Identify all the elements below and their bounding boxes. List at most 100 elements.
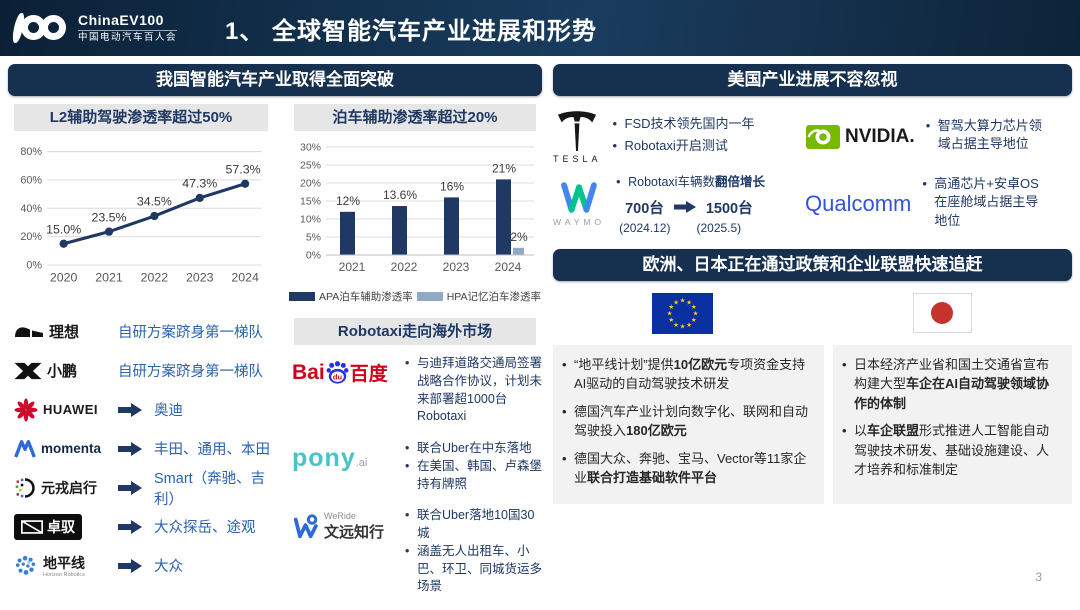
company-desc: 自研方案跻身第一梯队 bbox=[118, 325, 263, 342]
svg-text:2020: 2020 bbox=[50, 270, 78, 284]
svg-text:57.3%: 57.3% bbox=[226, 162, 261, 176]
company-desc: 奥迪 bbox=[154, 403, 183, 420]
arrow-right-icon bbox=[673, 201, 696, 214]
svg-text:2021: 2021 bbox=[339, 260, 366, 274]
weride-wordmark-cn: 文远知行 bbox=[324, 524, 385, 542]
eu-info-box: “地平线计划”提供10亿欧元专项资金支持AI驱动的自动驾驶技术研发 德国汽车产业… bbox=[553, 344, 824, 504]
tesla-wordmark: TESLA bbox=[553, 154, 602, 164]
svg-text:23.5%: 23.5% bbox=[92, 210, 127, 224]
company-desc: Smart（奔驰、吉利） bbox=[154, 470, 266, 508]
svg-text:10%: 10% bbox=[300, 214, 321, 226]
weride-bullet: 涵盖无人出租车、小巴、环卫、同城货运多场景 bbox=[404, 543, 542, 596]
svg-text:★: ★ bbox=[693, 310, 699, 317]
legend-label-hpa: HPA记忆泊车渗透率 bbox=[446, 291, 542, 303]
svg-text:13.6%: 13.6% bbox=[383, 188, 417, 202]
huawei-wordmark: HUAWEI bbox=[43, 402, 98, 418]
svg-text:★: ★ bbox=[669, 317, 675, 324]
svg-text:12%: 12% bbox=[336, 194, 360, 208]
svg-text:15%: 15% bbox=[300, 196, 321, 208]
svg-text:25%: 25% bbox=[300, 160, 321, 172]
svg-text:★: ★ bbox=[686, 322, 692, 329]
company-desc: 大众探岳、途观 bbox=[154, 520, 256, 537]
svg-text:30%: 30% bbox=[300, 142, 321, 154]
japan-info-box: 日本经济产业省和国土交通省宣布构建大型车企在AI自动驾驶领域协作的体制 以车企联… bbox=[833, 344, 1072, 504]
svg-text:★: ★ bbox=[691, 317, 697, 324]
waymo-from-count: 700台 bbox=[625, 200, 664, 217]
baidu-bullet: 与迪拜道路交通局签署战略合作协议，计划未来部署超1000台Robotaxi bbox=[404, 355, 542, 426]
svg-text:★: ★ bbox=[673, 322, 679, 329]
tesla-cell: TESLA FSD技术领先国内一年 Robotaxi开启测试 bbox=[553, 110, 805, 164]
weride-w-icon bbox=[293, 514, 318, 538]
svg-text:20%: 20% bbox=[300, 178, 321, 190]
svg-text:2022: 2022 bbox=[391, 260, 418, 274]
svg-text:★: ★ bbox=[691, 304, 697, 311]
horizon-wordmark-en: Horizon Robotics bbox=[43, 571, 85, 578]
eu-bullet: “地平线计划”提供10亿欧元专项资金支持AI驱动的自动驾驶技术研发 bbox=[561, 355, 812, 394]
svg-text:★: ★ bbox=[667, 310, 673, 317]
svg-text:★: ★ bbox=[686, 299, 692, 306]
l2-chart-card: L2辅助驾驶渗透率超过50% 0% 20% 40% 60% 80% 15.0% 2020 23… bbox=[8, 104, 274, 300]
pony-bullet: 在美国、韩国、卢森堡持有牌照 bbox=[404, 458, 542, 494]
svg-text:34.5%: 34.5% bbox=[137, 195, 172, 209]
tesla-logo: TESLA bbox=[553, 110, 602, 164]
us-companies-grid: TESLA FSD技术领先国内一年 Robotaxi开启测试 NVIDIA. 智… bbox=[553, 110, 1072, 235]
svg-text:2022: 2022 bbox=[141, 270, 169, 284]
robotaxi-row-baidu: Bai du 百度 bbox=[292, 355, 542, 426]
svg-text:2024: 2024 bbox=[495, 260, 522, 274]
pony-wordmark: pony bbox=[292, 444, 356, 472]
parking-chart-card: 泊车辅助渗透率超过20% 0% 5% 10% 15% 20% 25% 30% 12% 2021 1… bbox=[288, 104, 542, 304]
svg-text:60%: 60% bbox=[20, 175, 42, 187]
waymo-logo: WAYMO bbox=[553, 182, 605, 227]
parking-penetration-bar-chart: 0% 5% 10% 15% 20% 25% 30% 12% 2021 13.6% 2022 16% 20… bbox=[300, 142, 534, 274]
zhuoyu-icon bbox=[21, 519, 43, 534]
japan-bullet: 日本经济产业省和国土交通省宣布构建大型车企在AI自动驾驶领域协作的体制 bbox=[841, 355, 1060, 414]
svg-text:2024: 2024 bbox=[231, 270, 259, 284]
nvidia-cell: NVIDIA. 智驾大算力芯片领域占据主导地位 bbox=[805, 110, 1072, 164]
deeproute-icon bbox=[15, 477, 35, 498]
china-section-title: 我国智能汽车产业取得全面突破 bbox=[8, 64, 542, 96]
qualcomm-bullet: 高通芯片+安卓OS在座舱域占据主导地位 bbox=[921, 175, 1049, 230]
us-europe-japan-section: 美国产业进展不容忽视 TESLA FSD技术领先国内一年 Robotaxi开启测… bbox=[553, 64, 1072, 504]
company-partnership-list: 理想 自研方案跻身第一梯队 小鹏 自研方案跻身第一梯队 bbox=[8, 312, 274, 585]
japan-flag-icon bbox=[912, 292, 972, 333]
company-row-liauto: 理想 自研方案跻身第一梯队 bbox=[8, 312, 274, 351]
eu-flag-icon: ★ ★ ★ ★ ★ ★ ★ ★ ★ ★ ★ ★ bbox=[652, 292, 714, 334]
company-row-horizon: 地平线 Horizon Robotics 大众 bbox=[8, 546, 274, 585]
svg-text:2023: 2023 bbox=[443, 260, 470, 274]
svg-text:★: ★ bbox=[673, 299, 679, 306]
eu-bullet: 德国汽车产业计划向数字化、联网和自动驾驶投入180亿欧元 bbox=[561, 402, 812, 441]
pony-ai-suffix: .ai bbox=[355, 457, 368, 469]
ev100-logo-icon bbox=[10, 12, 66, 43]
baidu-paw-icon: du bbox=[326, 361, 349, 384]
qualcomm-wordmark: Qualcomm bbox=[805, 191, 912, 217]
li-auto-wordmark: 理想 bbox=[49, 324, 80, 342]
baidu-logo: Bai du 百度 bbox=[292, 359, 404, 386]
xpeng-wordmark: 小鹏 bbox=[47, 363, 78, 381]
svg-text:20%: 20% bbox=[20, 231, 42, 243]
brand-name-en: ChinaEV100 bbox=[78, 11, 164, 28]
slide-header: ChinaEV100 中国电动汽车百人会 1、 全球智能汽车产业进展和形势 bbox=[0, 0, 1080, 56]
waymo-line-pre: Robotaxi车辆数 bbox=[628, 175, 715, 189]
svg-text:47.3%: 47.3% bbox=[182, 177, 217, 191]
horizon-wordmark: 地平线 bbox=[43, 554, 85, 571]
company-desc: 大众 bbox=[154, 559, 183, 576]
svg-text:21%: 21% bbox=[492, 161, 516, 175]
svg-text:2021: 2021 bbox=[95, 270, 123, 284]
qualcomm-cell: Qualcomm 高通芯片+安卓OS在座舱域占据主导地位 bbox=[805, 174, 1072, 235]
company-row-zhuoyu: 卓驭 大众探岳、途观 bbox=[8, 507, 274, 546]
svg-text:5%: 5% bbox=[306, 232, 321, 244]
page-number: 3 bbox=[1035, 570, 1042, 584]
pony-bullet: 联合Uber在中东落地 bbox=[404, 440, 542, 458]
zhuoyu-logo: 卓驭 bbox=[14, 513, 82, 540]
legend-swatch-apa bbox=[288, 292, 315, 301]
l2-chart-title: L2辅助驾驶渗透率超过50% bbox=[14, 104, 268, 131]
japan-bullet: 以车企联盟形式推进人工智能自动驾驶技术研发、基础设施建设、人才培养和标准制定 bbox=[841, 421, 1060, 480]
svg-text:15.0%: 15.0% bbox=[46, 222, 81, 236]
li-auto-icon bbox=[15, 326, 43, 337]
company-row-momenta: momenta 丰田、通用、本田 bbox=[8, 429, 274, 468]
china-section: 我国智能汽车产业取得全面突破 L2辅助驾驶渗透率超过50% 0% 20% 40% 60… bbox=[8, 64, 542, 610]
svg-text:80%: 80% bbox=[20, 146, 42, 158]
arrow-right-icon bbox=[118, 402, 142, 417]
l2-penetration-line-chart: 0% 20% 40% 60% 80% 15.0% 2020 23.5% 2021 34.5% 202… bbox=[20, 146, 262, 284]
waymo-from-date: (2024.12) bbox=[619, 220, 671, 235]
